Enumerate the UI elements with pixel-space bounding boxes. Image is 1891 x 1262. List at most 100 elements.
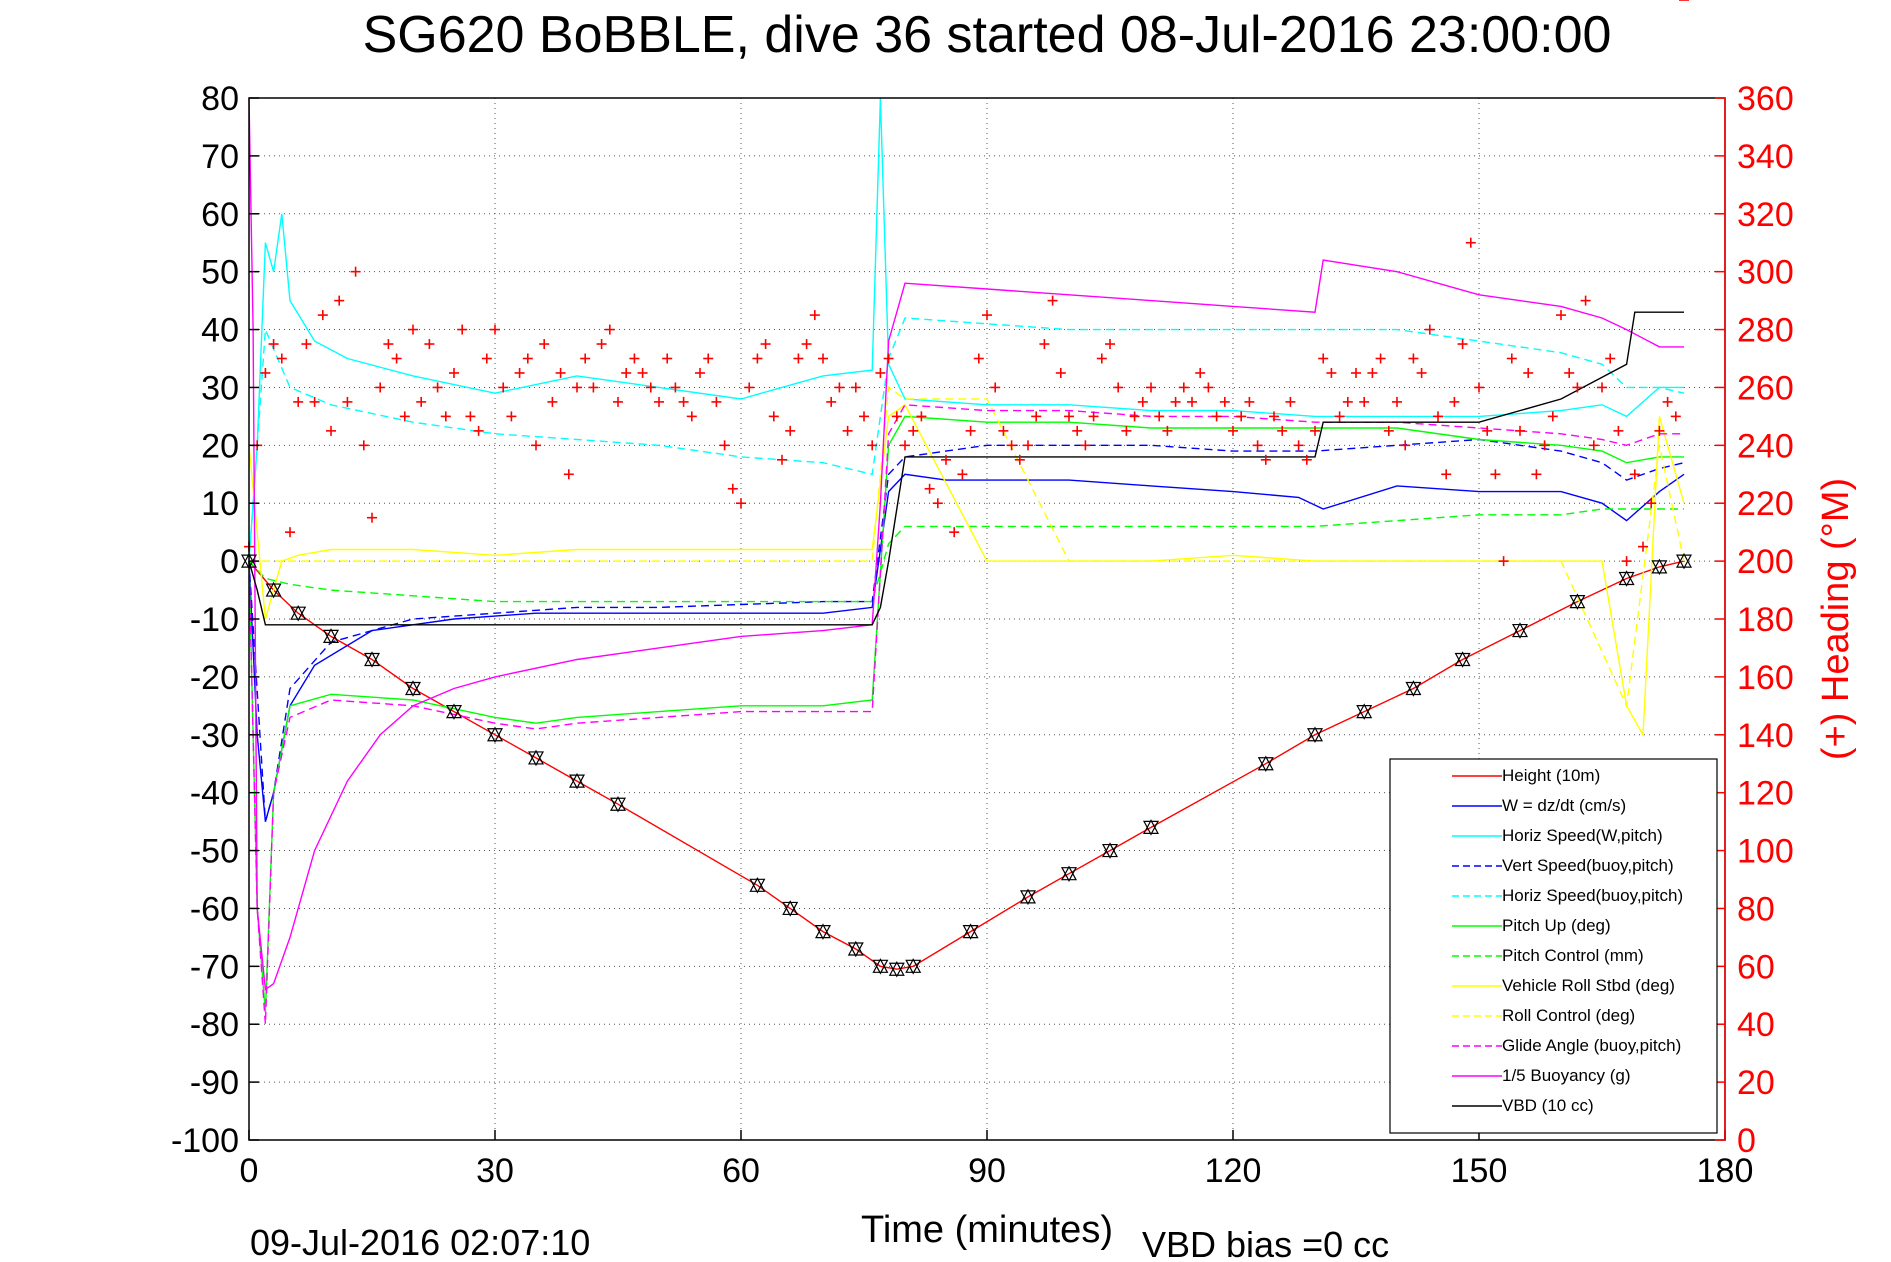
heading-point (637, 367, 648, 378)
heading-point (703, 353, 714, 364)
legend-label-11: VBD (10 cc) (1502, 1096, 1594, 1115)
height-marker (1569, 593, 1586, 610)
heading-point (358, 440, 369, 451)
heading-point (293, 396, 304, 407)
height-marker-up (568, 772, 586, 788)
y-tick-label: -90 (190, 1064, 239, 1102)
heading-point (1178, 382, 1189, 393)
heading-point (1113, 382, 1124, 393)
heading-point (531, 440, 541, 451)
heading-point (1318, 353, 1329, 364)
heading-point (1367, 367, 1378, 378)
right-y-tick-label: 320 (1737, 196, 1794, 234)
heading-point (957, 469, 968, 480)
height-marker (609, 795, 627, 813)
heading-point (1605, 353, 1616, 364)
heading-point (588, 382, 599, 393)
height-marker (1454, 651, 1471, 668)
right-y-tick-label: 220 (1737, 485, 1794, 523)
height-marker-up (290, 604, 307, 620)
height-markers (240, 552, 1693, 978)
height-marker (1356, 703, 1373, 720)
y-tick-label: -80 (190, 1006, 239, 1044)
y-tick-label: -100 (171, 1122, 239, 1160)
heading-point (1547, 411, 1558, 422)
heading-point (1014, 454, 1025, 465)
heading-point (629, 353, 640, 364)
height-marker-up (1511, 622, 1529, 638)
right-y-tick-labels: 0 20 40 60 80 100 120 140 160 180 200 220 240 260 280 3… (1715, 80, 1794, 1160)
height-marker-up (1142, 819, 1160, 835)
heading-point (727, 483, 738, 494)
heading-point (760, 339, 771, 350)
y-tick-label: 30 (201, 369, 239, 407)
heading-point (498, 382, 509, 393)
heading-point (555, 367, 566, 378)
right-y-tick-label: 240 (1737, 427, 1794, 465)
height-marker-up (265, 581, 282, 597)
heading-point (924, 483, 935, 494)
legend-label-4: Horiz Speed(buoy,pitch) (1502, 886, 1683, 905)
right-y-tick-label: 260 (1737, 369, 1794, 407)
heading-point (1023, 440, 1033, 451)
y-tick-label: -30 (190, 717, 239, 755)
series-line-6 (248, 508, 1684, 603)
legend-label-2: Horiz Speed(W,pitch) (1502, 826, 1663, 845)
right-y-tick-label: 200 (1737, 543, 1794, 581)
height-marker (905, 958, 922, 975)
height-marker (322, 628, 340, 645)
heading-point (440, 411, 451, 422)
heading-point (1400, 440, 1411, 451)
heading-point (1285, 396, 1296, 407)
height-marker (962, 923, 979, 940)
heading-point (1441, 469, 1452, 480)
heading-point (621, 367, 632, 378)
legend-box (1389, 758, 1718, 1134)
heading-point (891, 411, 902, 422)
heading-point (613, 396, 623, 407)
height-marker (486, 726, 504, 744)
heading-point (1154, 411, 1165, 422)
heading-point (809, 310, 820, 321)
series-line-0 (248, 560, 1685, 970)
heading-point (1416, 367, 1427, 378)
y-tick-label: 40 (201, 312, 239, 350)
legend-label-8: Roll Control (deg) (1502, 1006, 1635, 1025)
heading-point (785, 425, 796, 436)
heading-point (481, 353, 492, 364)
heading-point (1392, 396, 1402, 407)
height-marker-up (1356, 703, 1373, 719)
heading-point (982, 310, 992, 321)
heading-point (752, 353, 763, 364)
heading-point (506, 411, 517, 422)
height-marker (363, 651, 381, 668)
heading-point (563, 469, 574, 480)
series-line-7 (248, 403, 1685, 738)
heading-point (965, 425, 976, 436)
y-tick-label: -20 (190, 659, 239, 697)
heading-point (367, 512, 377, 523)
heading-point (334, 295, 345, 306)
right-y-axis-label: (+) Heading (°M) (1815, 478, 1857, 760)
heading-point (580, 353, 591, 364)
heading-point (1236, 411, 1247, 422)
legend-label-5: Pitch Up (deg) (1502, 916, 1611, 935)
heading-point (1203, 382, 1214, 393)
x-tick-label: 180 (1697, 1152, 1754, 1190)
heading-series (244, 0, 1689, 567)
heading-point (1310, 425, 1320, 436)
heading-point (539, 339, 550, 350)
heading-point (514, 367, 525, 378)
heading-point (391, 353, 402, 364)
height-marker (1306, 726, 1324, 744)
heading-point (268, 339, 279, 350)
heading-point (285, 527, 295, 538)
heading-point (424, 339, 435, 350)
heading-point (1646, 498, 1657, 509)
heading-point (572, 382, 582, 393)
heading-point (801, 339, 812, 350)
heading-point (342, 396, 353, 407)
height-marker (568, 772, 586, 790)
heading-point (826, 396, 837, 407)
height-marker-up (888, 960, 905, 976)
